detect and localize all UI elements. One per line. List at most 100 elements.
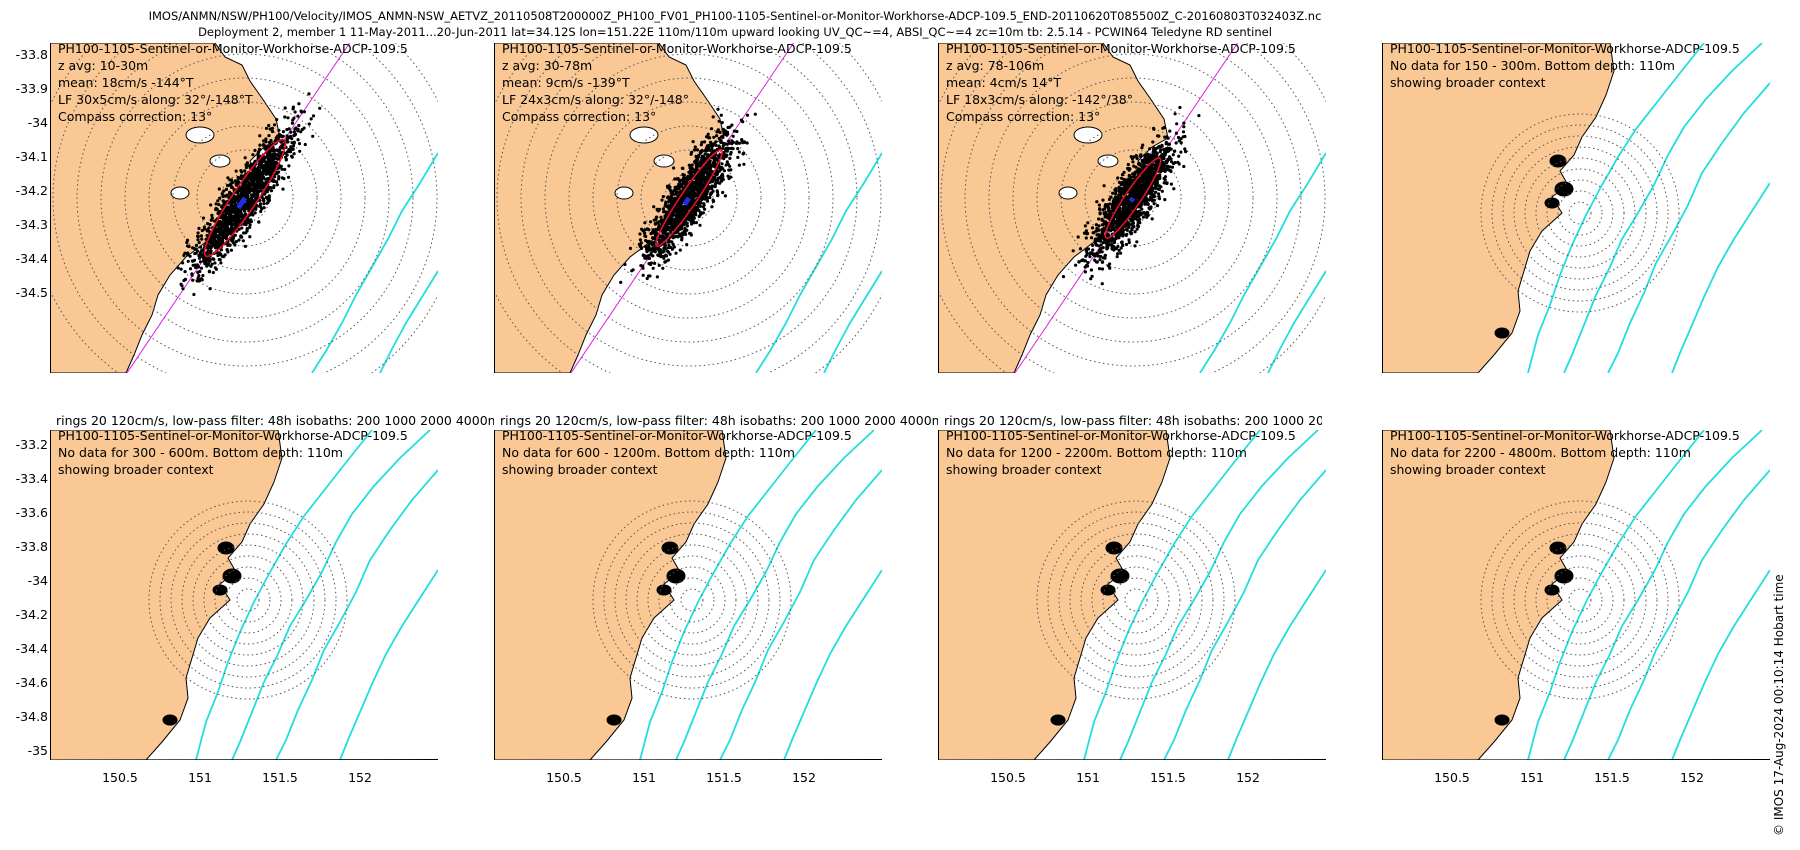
panel-title: PH100-1105-Sentinel-or-Monitor-Workhorse… <box>502 430 852 444</box>
panel-title: PH100-1105-Sentinel-or-Monitor-Workhorse… <box>1390 430 1740 444</box>
isobath-line <box>312 153 438 373</box>
island-shape <box>654 155 674 167</box>
y-tick-label: -34.5 <box>0 285 48 300</box>
isobath-line <box>1608 83 1770 373</box>
bottom-panel-2: PH100-1105-Sentinel-or-Monitor-Workhorse… <box>494 430 882 760</box>
isobath-line <box>784 570 882 760</box>
y-tick-label: -34.2 <box>0 607 48 622</box>
top-panel-2: PH100-1105-Sentinel-or-Monitor-Workhorse… <box>494 43 882 373</box>
panel-info-line: LF 18x3cm/s along: -142°/38° <box>946 91 1133 108</box>
y-tick-label: -33.8 <box>0 47 48 62</box>
island-shape <box>163 715 177 725</box>
panel-info-line: Compass correction: 13° <box>502 108 656 125</box>
island-shape <box>210 155 230 167</box>
panel-info-line: No data for 1200 - 2200m. Bottom depth: … <box>946 444 1247 461</box>
figure-title-deployment: Deployment 2, member 1 11-May-2011...20-… <box>0 25 1470 39</box>
panel-info-line: z avg: 10-30m <box>58 57 148 74</box>
island-shape <box>1098 155 1118 167</box>
figure-title-filename: IMOS/ANMN/NSW/PH100/Velocity/IMOS_ANMN-N… <box>0 9 1470 23</box>
panel-title: PH100-1105-Sentinel-or-Monitor-Workhorse… <box>58 430 408 444</box>
y-tick-label: -34.6 <box>0 675 48 690</box>
y-tick-label: -33.9 <box>0 81 48 96</box>
panel-map <box>1382 430 1770 760</box>
y-tick-label: -33.6 <box>0 505 48 520</box>
island-shape <box>1101 585 1115 595</box>
mean-velocity-arrow <box>1131 198 1133 201</box>
y-tick-label: -33.2 <box>0 437 48 452</box>
panel-info-line: showing broader context <box>1390 74 1546 91</box>
y-tick-label: -35 <box>0 743 48 758</box>
panel-info-line: LF 30x5cm/s along: 32°/-148°T <box>58 91 253 108</box>
y-tick-label: -34.4 <box>0 641 48 656</box>
isobath-line <box>1672 570 1770 760</box>
isobath-line <box>756 153 882 373</box>
x-tick-label: 151.5 <box>1143 770 1193 785</box>
figure: IMOS/ANMN/NSW/PH100/Velocity/IMOS_ANMN-N… <box>0 0 1800 850</box>
panel-map <box>1382 43 1770 373</box>
y-tick-label: -33.4 <box>0 471 48 486</box>
top-panel-1: PH100-1105-Sentinel-or-Monitor-Workhorse… <box>50 43 438 373</box>
x-tick-label: 152 <box>779 770 829 785</box>
land-coastline <box>1382 430 1614 760</box>
x-tick-label: 152 <box>1667 770 1717 785</box>
land-coastline <box>938 430 1170 760</box>
top-panel-4: PH100-1105-Sentinel-or-Monitor-Workhorse… <box>1382 43 1770 373</box>
island-shape <box>1545 585 1559 595</box>
land-coastline <box>494 430 726 760</box>
isobath-line <box>380 271 438 373</box>
y-tick-label: -34.1 <box>0 149 48 164</box>
island-shape <box>1051 715 1065 725</box>
x-tick-label: 151 <box>619 770 669 785</box>
panel-info-line: Compass correction: 13° <box>58 108 212 125</box>
panel-title: PH100-1105-Sentinel-or-Monitor-Workhorse… <box>946 430 1296 444</box>
rings-isobath-note: rings 20 120cm/s, low-pass filter: 48h i… <box>56 413 494 428</box>
y-tick-label: -34.8 <box>0 709 48 724</box>
island-shape <box>1495 328 1509 338</box>
island-shape <box>1495 715 1509 725</box>
panel-info-line: showing broader context <box>502 461 658 478</box>
isobath-line <box>276 470 438 760</box>
panel-info-line: Compass correction: 13° <box>946 108 1100 125</box>
x-tick-label: 151.5 <box>1587 770 1637 785</box>
isobath-line <box>1672 183 1770 373</box>
panel-map <box>938 430 1326 760</box>
x-tick-label: 151 <box>1507 770 1557 785</box>
x-tick-label: 151 <box>1063 770 1113 785</box>
isobath-line <box>824 271 882 373</box>
panel-info-line: LF 24x3cm/s along: 32°/-148° <box>502 91 689 108</box>
panel-info-line: mean: 9cm/s -139°T <box>502 74 630 91</box>
panel-title: PH100-1105-Sentinel-or-Monitor-Workhorse… <box>1390 43 1740 57</box>
x-tick-label: 152 <box>335 770 385 785</box>
panel-info-line: No data for 150 - 300m. Bottom depth: 11… <box>1390 57 1675 74</box>
bottom-panel-1: PH100-1105-Sentinel-or-Monitor-Workhorse… <box>50 430 438 760</box>
panel-info-line: No data for 2200 - 4800m. Bottom depth: … <box>1390 444 1691 461</box>
panel-info-line: z avg: 30-78m <box>502 57 592 74</box>
panel-info-line: showing broader context <box>58 461 214 478</box>
bottom-panel-4: PH100-1105-Sentinel-or-Monitor-Workhorse… <box>1382 430 1770 760</box>
island-shape <box>1545 198 1559 208</box>
rings-isobath-note: rings 20 120cm/s, low-pass filter: 48h i… <box>500 413 938 428</box>
x-tick-label: 151 <box>175 770 225 785</box>
land-coastline <box>50 430 282 760</box>
top-panel-3: PH100-1105-Sentinel-or-Monitor-Workhorse… <box>938 43 1326 373</box>
isobath-line <box>1268 271 1326 373</box>
panel-info-line: z avg: 78-106m <box>946 57 1044 74</box>
island-shape <box>657 585 671 595</box>
x-tick-label: 151.5 <box>699 770 749 785</box>
x-tick-label: 150.5 <box>95 770 145 785</box>
panel-info-line: showing broader context <box>946 461 1102 478</box>
x-tick-label: 152 <box>1223 770 1273 785</box>
isobath-line <box>340 570 438 760</box>
isobath-line <box>720 470 882 760</box>
isobath-line <box>1608 470 1770 760</box>
panel-title: PH100-1105-Sentinel-or-Monitor-Workhorse… <box>502 43 852 57</box>
land-coastline <box>1382 43 1614 373</box>
rings-isobath-note: rings 20 120cm/s, low-pass filter: 48h i… <box>944 413 1322 428</box>
isobath-line <box>1164 470 1326 760</box>
y-tick-label: -34 <box>0 573 48 588</box>
x-tick-label: 151.5 <box>255 770 305 785</box>
x-tick-label: 150.5 <box>983 770 1033 785</box>
bottom-panel-3: PH100-1105-Sentinel-or-Monitor-Workhorse… <box>938 430 1326 760</box>
x-tick-label: 150.5 <box>539 770 589 785</box>
isobath-line <box>1200 153 1326 373</box>
